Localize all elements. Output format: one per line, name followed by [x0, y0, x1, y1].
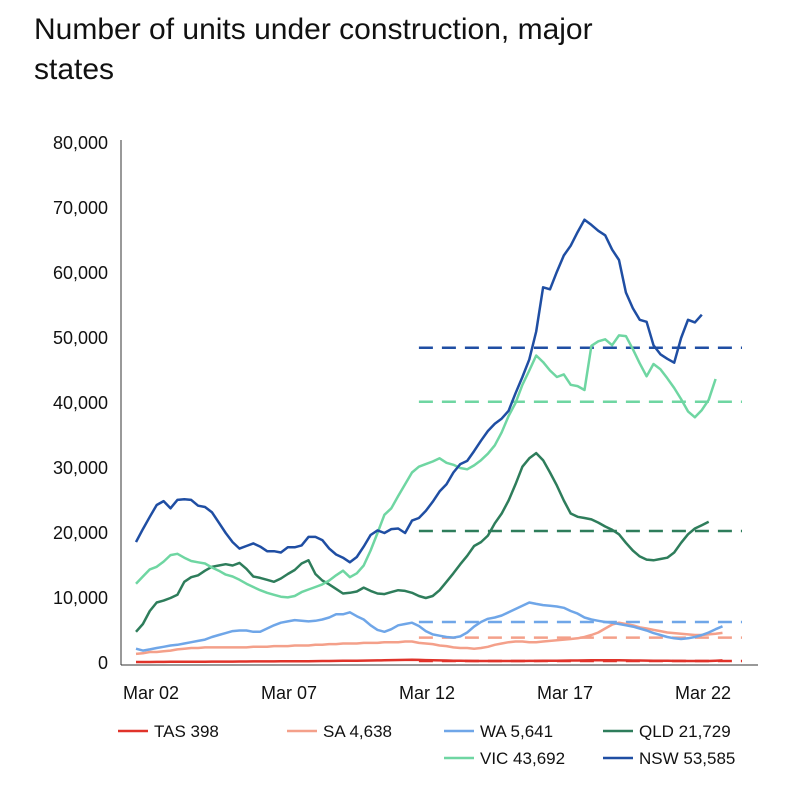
- tas-series-line: [136, 658, 723, 664]
- sa-series-line: [135, 621, 723, 656]
- y-tick-label: 30,000: [53, 458, 108, 478]
- y-tick-label: 20,000: [53, 523, 108, 543]
- legend: TAS 398 SA 4,638 WA 5,641 QLD 21,729 VIC 43,…: [118, 722, 735, 768]
- legend-label-qld: QLD 21,729: [639, 722, 731, 741]
- y-tick-label: 70,000: [53, 198, 108, 218]
- series-lines: [134, 218, 723, 664]
- chart-title: Number of units under construction, majo…: [34, 13, 593, 86]
- y-tick-label: 80,000: [53, 133, 108, 153]
- vic-series-line: [135, 334, 717, 599]
- x-tick-label: Mar 02: [123, 683, 179, 703]
- legend-label-sa: SA 4,638: [323, 722, 392, 741]
- wa-series-line: [135, 601, 723, 652]
- legend-label-wa: WA 5,641: [480, 722, 553, 741]
- legend-label-nsw: NSW 53,585: [639, 749, 735, 768]
- y-tick-label: 40,000: [53, 393, 108, 413]
- x-tick-label: Mar 07: [261, 683, 317, 703]
- y-tick-label: 60,000: [53, 263, 108, 283]
- nsw-series-line: [134, 218, 703, 564]
- x-tick-label: Mar 12: [399, 683, 455, 703]
- x-tick-label: Mar 22: [675, 683, 731, 703]
- y-axis-labels: 0 10,000 20,000 30,000 40,000 50,000 60,000 70,…: [53, 133, 108, 673]
- qld-series-line: [135, 451, 710, 633]
- y-tick-label: 0: [98, 653, 108, 673]
- legend-label-vic: VIC 43,692: [480, 749, 565, 768]
- y-tick-label: 50,000: [53, 328, 108, 348]
- legend-label-tas: TAS 398: [154, 722, 219, 741]
- y-tick-label: 10,000: [53, 588, 108, 608]
- x-tick-label: Mar 17: [537, 683, 593, 703]
- x-axis-labels: Mar 02 Mar 07 Mar 12 Mar 17 Mar 22: [123, 683, 731, 703]
